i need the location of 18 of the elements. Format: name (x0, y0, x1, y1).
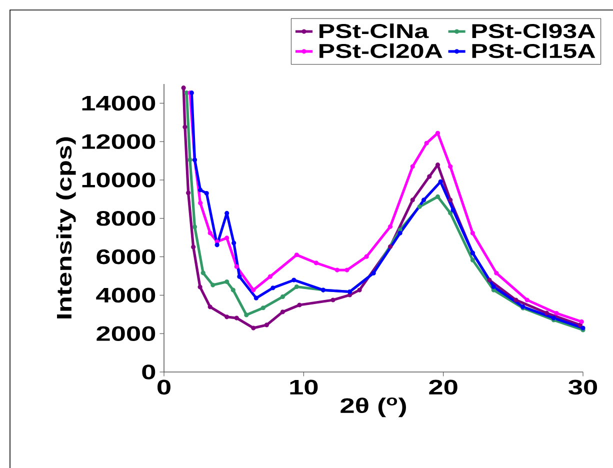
y-tick-label: 8000 (96, 210, 156, 226)
x-tick-label: 0 (158, 380, 170, 395)
y-tick-label: 0 (142, 364, 156, 380)
y-tick-label: 2000 (96, 326, 156, 342)
x-tick-label: 20 (429, 380, 458, 395)
y-tick-label: 14000 (82, 96, 156, 111)
y-tick-label: 10000 (82, 172, 156, 188)
y-axis-title: Intensity (cps) (56, 137, 76, 318)
legend-label: PSt-Cl15A (472, 43, 596, 58)
legend-label: PSt-ClNa (320, 24, 429, 38)
y-tick-label: 6000 (96, 249, 156, 264)
legend-label: PSt-Cl93A (472, 24, 596, 38)
y-tick-label: 12000 (82, 134, 156, 149)
legend-label: PSt-Cl20A (320, 43, 442, 58)
y-tick-label: 4000 (96, 288, 156, 303)
x-tick-label: 30 (568, 380, 598, 395)
x-tick-label: 10 (290, 380, 318, 395)
x-axis-title: 2θ ($^{o}$) (340, 397, 406, 418)
